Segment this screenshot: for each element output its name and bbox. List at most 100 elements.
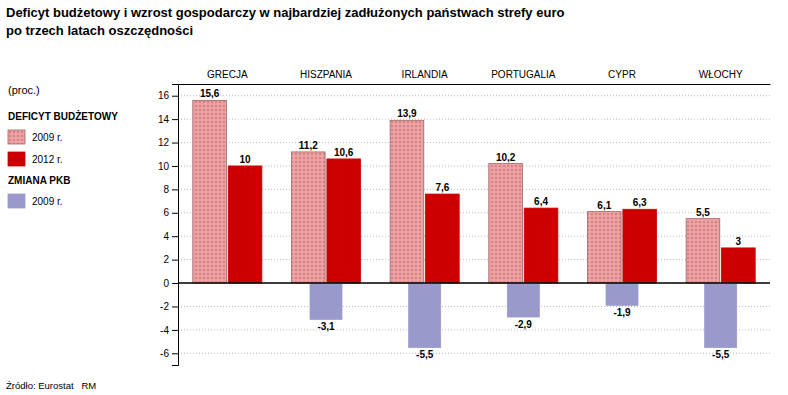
- grid-line: [178, 189, 770, 190]
- grid-line: [178, 119, 770, 120]
- bar: [489, 164, 523, 283]
- bar: [686, 219, 720, 283]
- bar: [409, 283, 441, 347]
- bar-series: [193, 100, 720, 283]
- grid-line: [178, 329, 770, 330]
- x-tick: IRLANDIA: [402, 69, 448, 80]
- title: Deficyt budżetowy i wzrost gospodarczy w…: [6, 5, 564, 20]
- data-labels: 15,611,213,910,26,15,51010,67,66,46,33-3…: [200, 88, 742, 360]
- y-tick: 12: [158, 137, 178, 148]
- y-tick-label: -4: [160, 325, 169, 336]
- chart-svg: Deficyt budżetowy i wzrost gospodarczy w…: [0, 0, 788, 395]
- grid: [178, 96, 770, 354]
- grid-line: [178, 306, 770, 307]
- y-tick-mark: [172, 353, 178, 354]
- y-tick-mark: [172, 306, 178, 307]
- y-tick-label: -6: [160, 348, 169, 359]
- y-tick-mark: [172, 166, 178, 167]
- x-tick-label: GRECJA: [207, 69, 248, 80]
- data-label: 6,1: [597, 200, 611, 211]
- bar: [327, 159, 361, 283]
- y-axis-label: (proc.): [8, 84, 40, 96]
- bar: [722, 248, 756, 283]
- x-tick-label: CYPR: [608, 69, 636, 80]
- y-tick-mark: [172, 119, 178, 120]
- y-tick-label: 16: [158, 90, 170, 101]
- y-tick-label: 10: [158, 161, 170, 172]
- data-label: 10,2: [496, 152, 516, 163]
- y-tick: 4: [163, 231, 178, 242]
- y-tick: 16: [158, 90, 178, 101]
- x-tick-label: PORTUGALIA: [491, 69, 556, 80]
- bar: [426, 194, 460, 283]
- legend-swatch: [8, 130, 25, 144]
- y-tick-mark: [172, 143, 178, 144]
- bar: [310, 283, 342, 319]
- legend-label: 2012 r.: [32, 154, 63, 165]
- data-label: -5,5: [416, 349, 434, 360]
- x-tick: GRECJA: [207, 69, 248, 80]
- bar: [623, 209, 657, 283]
- y-tick-mark: [172, 96, 178, 97]
- y-tick: 8: [163, 184, 178, 195]
- bar: [390, 120, 424, 283]
- x-tick: HISZPANIA: [300, 69, 352, 80]
- y-tick: 2: [163, 254, 178, 265]
- x-tick-label: HISZPANIA: [300, 69, 352, 80]
- annotation: Źródło: Eurostat RM: [6, 380, 96, 391]
- y-tick-label: 4: [163, 231, 169, 242]
- x-tick-label: WŁOCHY: [699, 69, 743, 80]
- x-axis: GRECJA HISZPANIA IRLANDIA PORTUGALIA CYPR WŁO…: [179, 69, 771, 85]
- data-label: 13,9: [397, 108, 417, 119]
- bar: [291, 152, 325, 283]
- y-tick-label: 0: [163, 278, 169, 289]
- y-tick: -4: [160, 325, 178, 336]
- y-tick: -6: [160, 348, 178, 359]
- y-tick: 14: [158, 114, 178, 125]
- axis-domain: [179, 84, 771, 85]
- data-label: 10,6: [334, 147, 354, 158]
- axis-domain: [172, 85, 179, 366]
- data-label: 10: [239, 154, 251, 165]
- y-tick: 10: [158, 161, 178, 172]
- data-label: -5,5: [712, 349, 730, 360]
- legend-swatch: [8, 152, 25, 166]
- y-tick-mark: [172, 236, 178, 237]
- legend-item: 2012 r.: [8, 152, 63, 166]
- y-tick-label: -2: [160, 301, 169, 312]
- bar-series: [228, 159, 755, 283]
- legend-group-title: DEFICYT BUDŻETOWY: [8, 110, 118, 122]
- data-label: 6,4: [534, 196, 548, 207]
- grid-line: [178, 236, 770, 237]
- y-tick: 0: [163, 278, 178, 289]
- grid-line: [178, 212, 770, 213]
- data-label: 7,6: [435, 182, 449, 193]
- bar: [228, 166, 262, 283]
- y-tick-label: 8: [163, 184, 169, 195]
- x-tick: WŁOCHY: [699, 69, 743, 80]
- bar: [193, 100, 227, 283]
- y-axis: -6 -4 -2 0 2 4 6 8 10 12 14 16: [158, 85, 179, 366]
- subtitle: po trzech latach oszczędności: [6, 23, 193, 38]
- bar: [606, 283, 638, 305]
- legend: (proc.)DEFICYT BUDŻETOWY2009 r.2012 r.ZM…: [8, 84, 118, 208]
- y-tick-mark: [172, 330, 178, 331]
- grid-line: [178, 142, 770, 143]
- plot-area: -6 -4 -2 0 2 4 6 8 10 12 14 16 GRECJA HISZPANIA IRLAND…: [158, 69, 771, 366]
- bar-series: [310, 283, 737, 347]
- data-label: -3,1: [317, 321, 335, 332]
- y-tick-label: 6: [163, 207, 169, 218]
- bar: [587, 212, 621, 283]
- grid-line: [178, 283, 770, 284]
- y-tick-label: 2: [163, 254, 169, 265]
- data-label: -1,9: [613, 307, 631, 318]
- data-label: -2,9: [515, 319, 533, 330]
- x-tick: CYPR: [608, 69, 636, 80]
- data-label: 5,5: [696, 207, 710, 218]
- legend-group-title: ZMIANA PKB: [8, 175, 70, 186]
- y-tick-mark: [172, 260, 178, 261]
- y-tick-mark: [172, 283, 178, 284]
- grid-line: [178, 353, 770, 354]
- y-tick: -2: [160, 301, 178, 312]
- zero-line: [178, 282, 770, 284]
